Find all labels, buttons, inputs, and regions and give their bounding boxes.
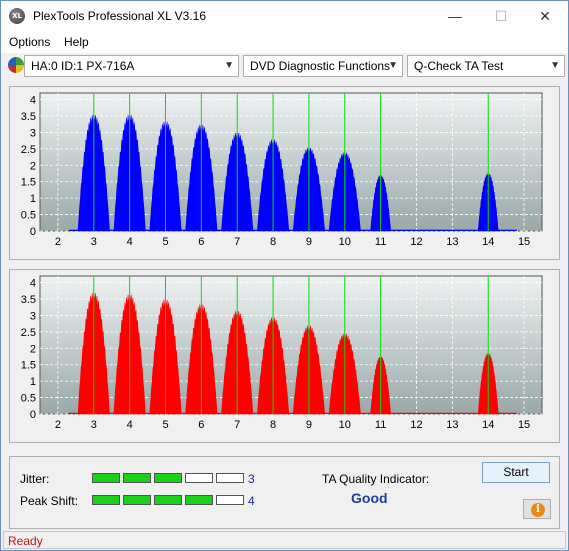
y-tick-label: 2.5 — [21, 144, 36, 156]
x-tick-label: 3 — [91, 419, 97, 431]
x-tick-label: 10 — [339, 236, 351, 248]
x-tick-label: 13 — [446, 419, 458, 431]
y-tick-label: 1.5 — [21, 360, 36, 372]
level-segment — [185, 473, 213, 483]
results-panel: Jitter: 3 Peak Shift: 4 TA Quality Indic… — [9, 456, 560, 529]
jitter-bar — [92, 473, 244, 483]
y-tick-label: 0 — [30, 226, 36, 238]
x-tick-label: 14 — [482, 236, 494, 248]
y-tick-label: 3.5 — [21, 294, 36, 306]
x-tick-label: 4 — [127, 236, 133, 248]
x-tick-label: 11 — [375, 419, 386, 431]
level-segment — [154, 473, 182, 483]
chevron-down-icon: ▼ — [224, 60, 234, 71]
level-segment — [216, 473, 244, 483]
test-select-value: Q-Check TA Test — [414, 59, 504, 73]
x-tick-label: 6 — [198, 236, 204, 248]
x-tick-label: 12 — [410, 236, 422, 248]
x-tick-label: 2 — [55, 236, 61, 248]
x-tick-label: 8 — [270, 236, 276, 248]
level-segment — [185, 495, 213, 505]
x-tick-label: 5 — [162, 419, 168, 431]
close-button[interactable]: ✕ — [539, 8, 551, 24]
peakshift-chart: 0 0.5 1 1.5 2 2.5 3 3.5 4 2 3 4 5 6 7 8 9 10 11 12 13 14 15 — [21, 275, 543, 431]
ta-quality-label: TA Quality Indicator: — [322, 472, 430, 486]
peak-shift-bar — [92, 495, 244, 505]
peakshift-chart-panel: 0 0.5 1 1.5 2 2.5 3 3.5 4 2 3 4 5 6 7 8 9 10 11 12 13 14 15 — [9, 269, 560, 443]
y-tick-label: 1 — [30, 193, 36, 205]
status-bar: Ready — [3, 531, 566, 549]
x-tick-label: 7 — [234, 419, 240, 431]
level-segment — [92, 495, 120, 505]
minimize-button[interactable]: — — [448, 8, 462, 24]
y-tick-label: 0.5 — [21, 210, 36, 222]
x-tick-label: 10 — [339, 419, 351, 431]
y-tick-label: 3 — [30, 310, 36, 322]
maximize-button[interactable]: ☐ — [494, 8, 508, 24]
level-segment — [123, 473, 151, 483]
toolbar: HA:0 ID:1 PX-716A ▼ DVD Diagnostic Funct… — [1, 53, 568, 81]
x-tick-label: 4 — [127, 419, 133, 431]
info-button[interactable]: i — [523, 499, 551, 519]
ta-quality-value: Good — [351, 490, 388, 506]
x-tick-label: 6 — [198, 419, 204, 431]
start-button[interactable]: Start — [482, 462, 550, 483]
jitter-value: 3 — [248, 472, 255, 486]
status-text: Ready — [8, 534, 43, 548]
y-tick-label: 3 — [30, 127, 36, 139]
y-tick-label: 1 — [30, 376, 36, 388]
chevron-down-icon: ▼ — [388, 60, 398, 71]
x-tick-label: 5 — [162, 236, 168, 248]
function-select-value: DVD Diagnostic Functions — [250, 59, 391, 73]
x-tick-label: 13 — [446, 236, 458, 248]
title-bar: XL PlexTools Professional XL V3.16 — ☐ ✕ — [1, 1, 568, 31]
peak-shift-label: Peak Shift: — [20, 494, 79, 508]
x-tick-label: 9 — [306, 419, 312, 431]
y-tick-label: 4 — [30, 95, 36, 107]
x-tick-label: 8 — [270, 419, 276, 431]
jitter-label: Jitter: — [20, 472, 50, 486]
x-tick-label: 14 — [482, 419, 494, 431]
level-segment — [123, 495, 151, 505]
info-icon: i — [531, 503, 545, 517]
menu-bar: Options Help — [1, 31, 568, 53]
level-segment — [92, 473, 120, 483]
jitter-chart-panel: 0 0.5 1 1.5 2 2.5 3 3.5 4 2 3 4 5 6 7 8 9 10 11 12 13 14 15 — [9, 86, 560, 260]
x-tick-label: 7 — [234, 236, 240, 248]
function-select[interactable]: DVD Diagnostic Functions ▼ — [243, 55, 403, 77]
drive-select[interactable]: HA:0 ID:1 PX-716A ▼ — [24, 55, 239, 77]
menu-options[interactable]: Options — [9, 35, 51, 49]
y-tick-label: 4 — [30, 278, 36, 290]
x-tick-label: 11 — [375, 236, 386, 248]
app-icon: XL — [9, 8, 25, 24]
x-tick-label: 2 — [55, 419, 61, 431]
x-tick-label: 12 — [410, 419, 422, 431]
x-tick-label: 15 — [518, 419, 530, 431]
y-tick-label: 1.5 — [21, 177, 36, 189]
peak-shift-value: 4 — [248, 494, 255, 508]
level-segment — [154, 495, 182, 505]
y-tick-label: 2 — [30, 343, 36, 355]
drive-select-value: HA:0 ID:1 PX-716A — [31, 59, 135, 73]
y-tick-label: 2 — [30, 160, 36, 172]
y-tick-label: 2.5 — [21, 327, 36, 339]
chevron-down-icon: ▼ — [550, 60, 560, 71]
drive-icon — [8, 57, 24, 73]
test-select[interactable]: Q-Check TA Test ▼ — [407, 55, 565, 77]
menu-help[interactable]: Help — [64, 35, 89, 49]
x-tick-label: 3 — [91, 236, 97, 248]
level-segment — [216, 495, 244, 505]
y-tick-label: 3.5 — [21, 111, 36, 123]
x-tick-label: 15 — [518, 236, 530, 248]
jitter-chart: 0 0.5 1 1.5 2 2.5 3 3.5 4 2 3 4 5 6 7 8 9 10 11 12 13 14 15 — [21, 92, 543, 248]
y-tick-label: 0 — [30, 409, 36, 421]
x-tick-label: 9 — [306, 236, 312, 248]
window-title: PlexTools Professional XL V3.16 — [33, 9, 206, 23]
y-tick-label: 0.5 — [21, 393, 36, 405]
